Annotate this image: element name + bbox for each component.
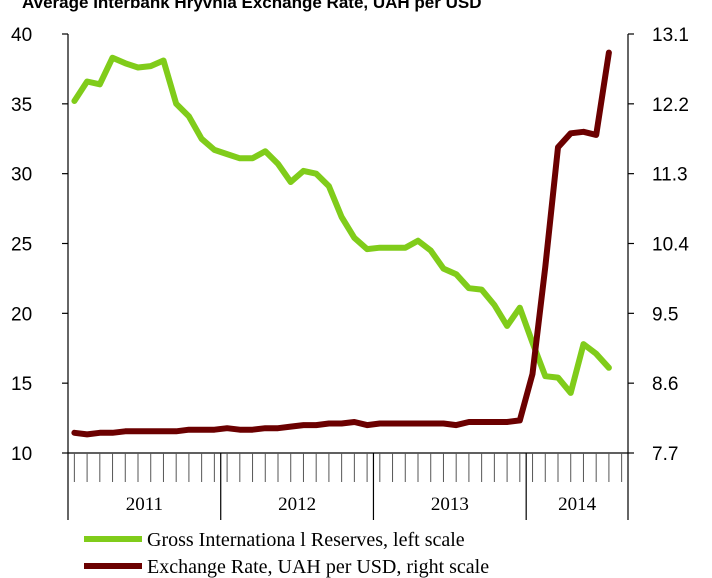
right-axis-ticks: 7.7 8.6 9.5 10.4 11.3 12.2 13.1: [628, 25, 689, 465]
chart-title: Average Interbank Hryvnia Exchange Rate,…: [22, 0, 482, 12]
left-axis-ticks: 10 15 20 25 30 35 40: [11, 25, 68, 465]
legend-label-reserves: Gross Internationa l Reserves, left scal…: [147, 529, 465, 551]
right-tick-label: 12.2: [652, 95, 689, 116]
left-tick-label: 35: [11, 95, 32, 116]
left-tick-label: 40: [11, 25, 32, 46]
year-label: 2014: [558, 494, 597, 515]
exchange-rate-series-line: [71, 49, 612, 438]
reserves-series-line: [71, 54, 612, 396]
left-tick-label: 15: [11, 374, 32, 395]
right-tick-label: 10.4: [652, 235, 689, 256]
series-lines: [71, 49, 612, 438]
right-tick-label: 7.7: [652, 444, 678, 465]
legend: Gross Internationa l Reserves, left scal…: [84, 529, 489, 578]
left-tick-label: 30: [11, 165, 32, 186]
axes: [67, 34, 629, 454]
year-label: 2011: [126, 494, 163, 515]
year-label: 2012: [278, 494, 316, 515]
left-tick-label: 25: [11, 235, 32, 256]
x-axis-ticks: 2011 2012 2013 2014: [67, 453, 629, 520]
left-tick-label: 20: [11, 304, 32, 325]
right-tick-label: 11.3: [652, 165, 688, 186]
right-tick-label: 9.5: [652, 304, 678, 325]
year-label: 2013: [431, 494, 469, 515]
legend-label-exchange-rate: Exchange Rate, UAH per USD, right scale: [147, 556, 489, 578]
right-tick-label: 13.1: [652, 25, 689, 46]
right-tick-label: 8.6: [652, 374, 678, 395]
left-tick-label: 10: [11, 444, 32, 465]
